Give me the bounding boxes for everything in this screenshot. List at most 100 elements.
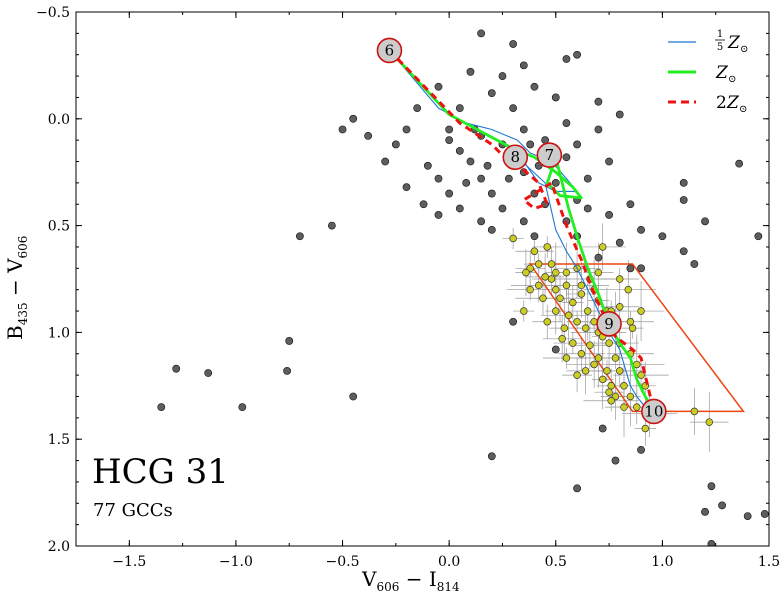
field-point	[477, 174, 486, 183]
chart-title: HCG 31	[92, 452, 229, 492]
legend: 1 5 Z ⊙ Z ⊙ 2 Z ⊙	[668, 29, 748, 115]
gcc-point	[626, 317, 635, 326]
age-marker-label: 8	[510, 148, 520, 166]
plot-frame	[75, 11, 770, 547]
age-marker-circle	[502, 144, 529, 171]
gcc-point	[586, 341, 594, 349]
legend-sun-2: ⊙	[728, 74, 736, 85]
box-outline	[528, 263, 745, 413]
age-markers: 6 8 7 9 10	[376, 37, 667, 425]
gcc-point	[562, 281, 571, 290]
field-point	[455, 146, 464, 155]
field-point	[551, 345, 560, 354]
gcc-point	[641, 424, 650, 433]
field-point	[413, 104, 422, 113]
track-twice-solar	[388, 49, 656, 412]
age-marker-label: 7	[545, 146, 555, 164]
field-point	[615, 110, 624, 119]
legend-frac-den: 5	[717, 42, 723, 53]
field-point	[504, 174, 513, 183]
gcc-point	[607, 397, 615, 405]
field-point	[605, 211, 613, 219]
chart-subtitle: 77 GCCs	[93, 500, 173, 521]
gcc-point	[607, 382, 615, 390]
field-point	[551, 178, 560, 187]
legend-z-2: Z	[715, 63, 729, 83]
field-point	[498, 204, 507, 213]
gcc-point	[690, 407, 699, 416]
x-tick-label: −1.5	[112, 554, 146, 570]
field-point	[238, 403, 247, 412]
gcc-point	[577, 281, 586, 290]
legend-sun-3: ⊙	[739, 104, 747, 115]
gcc-point	[552, 268, 560, 277]
field-point	[483, 161, 492, 170]
gcc-point	[558, 335, 566, 343]
field-point	[487, 189, 496, 198]
field-point	[327, 221, 336, 230]
gcc-point	[633, 403, 641, 411]
field-point	[526, 140, 535, 149]
gcc-point	[624, 285, 633, 294]
field-point	[445, 189, 454, 198]
y-label-sub1: 435	[16, 302, 30, 325]
field-point	[295, 232, 304, 241]
age-marker-circle	[536, 142, 563, 168]
field-point	[583, 204, 592, 213]
field-point	[530, 232, 539, 241]
field-point	[690, 260, 699, 268]
gcc-point	[598, 243, 607, 251]
field-point	[445, 125, 454, 134]
field-point	[434, 174, 443, 183]
track-fifth-solar	[389, 50, 655, 412]
gcc-point	[615, 275, 624, 283]
x-tick-label: 0.0	[438, 554, 460, 570]
plot-area	[76, 12, 769, 546]
gcc-point	[594, 354, 603, 362]
field-point	[466, 67, 475, 76]
field-point	[487, 452, 496, 461]
field-point	[679, 196, 688, 204]
field-point	[519, 125, 528, 134]
field-point	[707, 482, 716, 491]
svg-text:B435 − V606: B435 − V606	[3, 236, 30, 340]
gcc-point	[552, 307, 560, 315]
gcc-point	[526, 285, 534, 294]
gcc-point	[520, 307, 528, 315]
field-point	[605, 157, 613, 166]
field-point	[562, 153, 571, 162]
gcc-point	[534, 260, 543, 268]
field-point	[402, 183, 411, 192]
field-point	[419, 200, 428, 209]
field-point	[754, 232, 763, 241]
y-label-sub2: 606	[16, 236, 30, 259]
svg-text:V606 − I814: V606 − I814	[361, 567, 460, 594]
gcc-point	[552, 285, 560, 294]
gcc-point	[603, 367, 611, 375]
gcc-point	[556, 294, 564, 302]
field-point	[487, 225, 496, 234]
legend-z-3: Z	[726, 93, 740, 113]
gcc-point	[573, 371, 581, 379]
field-point	[701, 217, 709, 226]
gcc-point	[584, 307, 592, 315]
gcc-point	[577, 350, 586, 358]
age-marker-circle	[376, 37, 403, 64]
gcc-point	[541, 273, 549, 281]
y-tick-label: 2.0	[48, 539, 70, 555]
field-point	[679, 247, 688, 256]
y-tick-label: 1.5	[48, 432, 70, 448]
gcc-point	[628, 324, 637, 332]
field-point	[466, 157, 475, 166]
field-point	[530, 82, 539, 91]
field-point	[445, 136, 454, 145]
y-tick-label: 0.5	[48, 219, 70, 235]
field-point	[626, 200, 635, 209]
x-axis-label: V606 − I814	[361, 567, 460, 594]
field-point	[707, 539, 716, 546]
x-tick-label: −0.5	[326, 554, 360, 570]
field-point	[285, 337, 294, 345]
age-marker-label: 10	[644, 402, 663, 420]
gcc-point	[605, 339, 613, 347]
